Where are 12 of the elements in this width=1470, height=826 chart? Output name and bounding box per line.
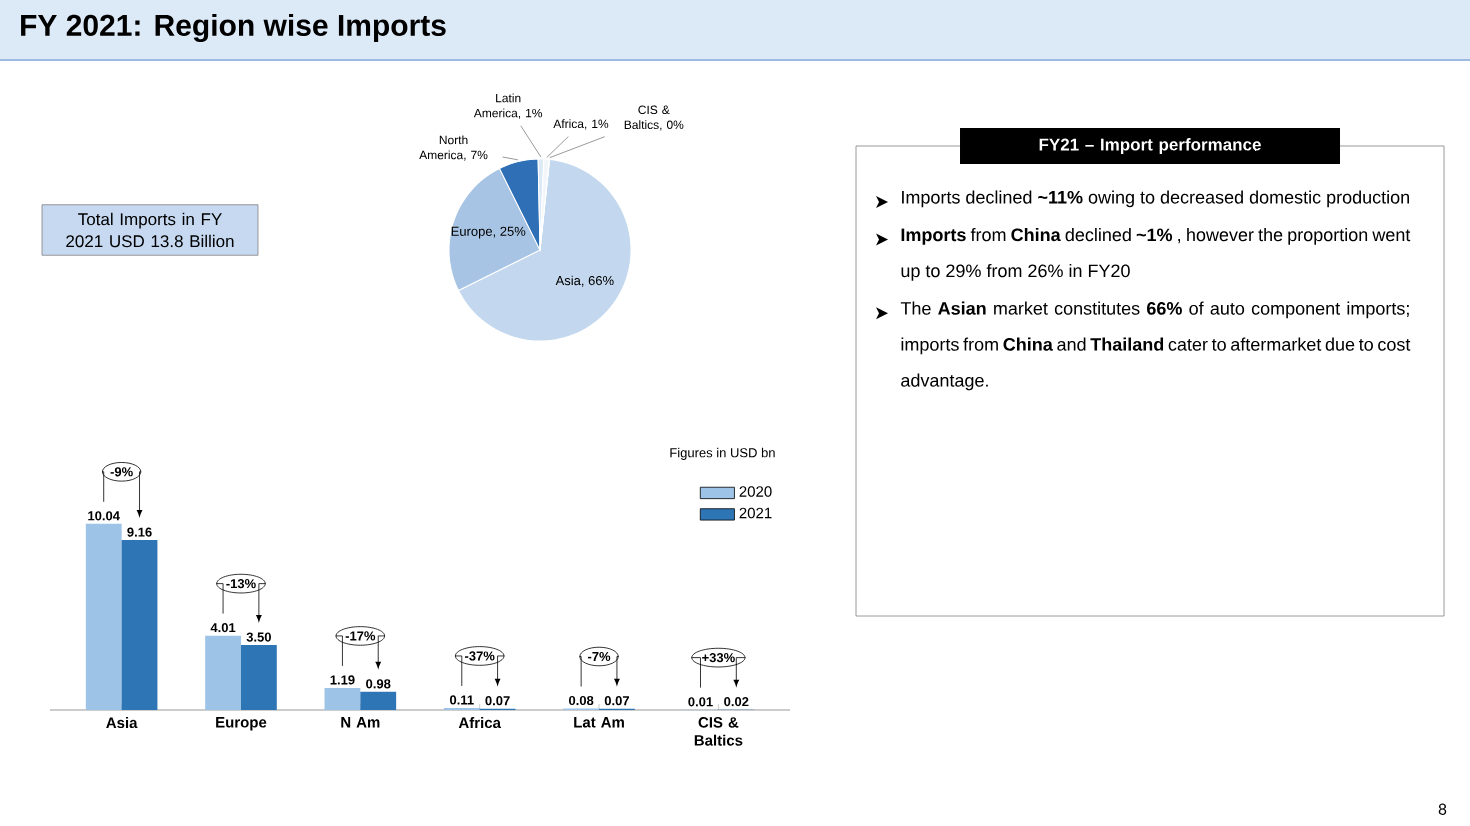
bar bbox=[360, 691, 397, 710]
bar bbox=[121, 540, 158, 710]
bar bbox=[205, 635, 241, 710]
text: FY21 – Import performance bbox=[1039, 138, 1261, 154]
text: 8 bbox=[1438, 803, 1447, 815]
text: The Asian market constitutes 66% of auto component imports; imports from China and Thailand cater to aftermarket due to cost advantage. bbox=[900, 301, 1411, 391]
text: Total Imports in FY 2021 USD 13.8 Billion bbox=[66, 212, 234, 248]
chart-title: FY 2021: Region wise Imports bbox=[21, 13, 446, 43]
bar bbox=[240, 645, 277, 710]
bar bbox=[324, 687, 361, 710]
text: Imports declined ~11% owing to decreased domestic production bbox=[902, 190, 1409, 208]
bar bbox=[85, 523, 122, 710]
